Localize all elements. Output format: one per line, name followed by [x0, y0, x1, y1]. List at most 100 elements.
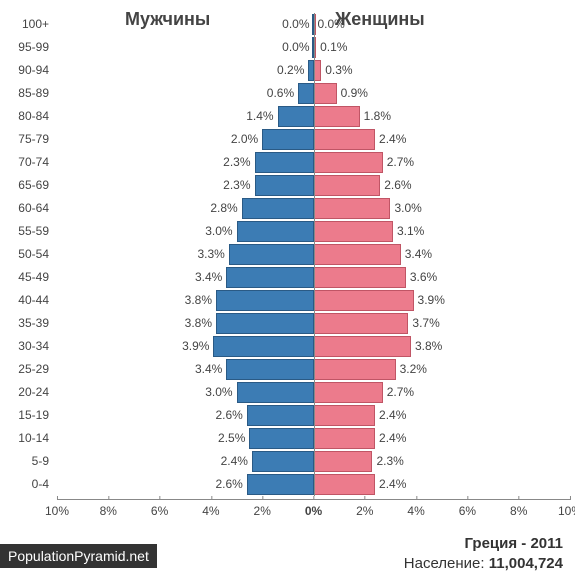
male-percent: 3.8%: [185, 312, 212, 335]
male-percent: 0.0%: [282, 13, 309, 36]
female-bar: [314, 313, 409, 334]
female-bar: [314, 221, 394, 242]
female-bar: [314, 428, 376, 449]
population-label: Население:: [404, 555, 485, 572]
female-percent: 3.8%: [415, 335, 442, 358]
female-percent: 1.8%: [364, 105, 391, 128]
male-percent: 0.2%: [277, 59, 304, 82]
bar-area: 3.4%3.6%: [57, 266, 570, 289]
male-bar: [278, 106, 314, 127]
pyramid-row: 15-19 2.6% 2.4%: [5, 404, 570, 427]
center-line: [314, 174, 315, 197]
female-percent: 3.0%: [394, 197, 421, 220]
female-bar: [314, 359, 396, 380]
female-percent: 0.0%: [318, 13, 345, 36]
bar-area: 2.3%2.6%: [57, 174, 570, 197]
male-bar: [247, 474, 314, 495]
bar-area: 2.0%2.4%: [57, 128, 570, 151]
female-percent: 0.1%: [320, 36, 347, 59]
female-percent: 3.2%: [400, 358, 427, 381]
bar-area: 3.0%3.1%: [57, 220, 570, 243]
center-line: [314, 427, 315, 450]
age-label: 45-49: [5, 266, 53, 289]
age-label: 60-64: [5, 197, 53, 220]
center-line: [314, 404, 315, 427]
pyramid-row: 100+0.0%0.0%: [5, 13, 570, 36]
male-bar: [226, 267, 313, 288]
x-tick: 0%: [305, 504, 322, 518]
male-bar: [249, 428, 313, 449]
age-label: 10-14: [5, 427, 53, 450]
female-percent: 2.6%: [384, 174, 411, 197]
age-label: 15-19: [5, 404, 53, 427]
center-line: [314, 473, 315, 496]
x-tick: 8%: [510, 504, 527, 518]
bar-area: 0.0%0.1%: [57, 36, 570, 59]
x-tick: 4%: [407, 504, 424, 518]
source-badge: PopulationPyramid.net: [0, 544, 157, 568]
age-label: 30-34: [5, 335, 53, 358]
age-label: 95-99: [5, 36, 53, 59]
pyramid-row: 85-890.6%0.9%: [5, 82, 570, 105]
female-bar: [314, 244, 401, 265]
female-bar: [314, 405, 376, 426]
female-bar: [314, 290, 414, 311]
female-bar: [314, 267, 406, 288]
center-line: [314, 381, 315, 404]
population-pyramid-chart: Мужчины Женщины 100+0.0%0.0%95-990.0%0.1…: [5, 5, 570, 545]
age-label: 40-44: [5, 289, 53, 312]
female-percent: 2.4%: [379, 404, 406, 427]
male-percent: 2.5%: [218, 427, 245, 450]
bar-area: 3.8%3.7%: [57, 312, 570, 335]
male-percent: 2.6%: [215, 404, 242, 427]
female-bar: [314, 474, 376, 495]
female-percent: 2.4%: [379, 427, 406, 450]
male-bar: [216, 313, 313, 334]
female-percent: 3.9%: [418, 289, 445, 312]
bar-area: 3.3%3.4%: [57, 243, 570, 266]
pyramid-row: 55-593.0%3.1%: [5, 220, 570, 243]
pyramid-row: 35-393.8%3.7%: [5, 312, 570, 335]
population-line: Население: 11,004,724: [404, 554, 563, 574]
x-axis: 10%8%6%4%2%0%2%4%6%8%10%: [57, 499, 570, 519]
bar-area: 3.8%3.9%: [57, 289, 570, 312]
male-bar: [255, 152, 314, 173]
x-tick: 10%: [558, 504, 575, 518]
female-bar: [314, 152, 383, 173]
pyramid-row: 80-84 1.4% 1.8%: [5, 105, 570, 128]
x-tick: 6%: [151, 504, 168, 518]
x-tick-label: 4%: [202, 504, 219, 518]
pyramid-row: 65-692.3%2.6%: [5, 174, 570, 197]
male-percent: 3.4%: [195, 358, 222, 381]
age-label: 20-24: [5, 381, 53, 404]
male-bar: [262, 129, 313, 150]
age-label: 50-54: [5, 243, 53, 266]
male-percent: 2.4%: [221, 450, 248, 473]
age-label: 5-9: [5, 450, 53, 473]
male-percent: 1.4%: [246, 105, 273, 128]
male-percent: 2.3%: [223, 151, 250, 174]
age-label: 0-4: [5, 473, 53, 496]
female-bar: [314, 60, 322, 81]
pyramid-row: 75-792.0%2.4%: [5, 128, 570, 151]
x-tick-label: 2%: [254, 504, 271, 518]
age-label: 80-84: [5, 105, 53, 128]
bar-area: 2.6%2.4%: [57, 473, 570, 496]
bar-area: 3.0%2.7%: [57, 381, 570, 404]
female-bar: [314, 451, 373, 472]
female-bar: [314, 106, 360, 127]
center-line: [314, 13, 315, 36]
x-tick: 6%: [459, 504, 476, 518]
center-line: [314, 450, 315, 473]
male-percent: 2.0%: [231, 128, 258, 151]
bar-area: 2.4%2.3%: [57, 450, 570, 473]
footer-info: Греция - 2011 Население: 11,004,724: [404, 534, 563, 573]
age-label: 90-94: [5, 59, 53, 82]
female-percent: 0.3%: [325, 59, 352, 82]
male-percent: 3.0%: [205, 220, 232, 243]
female-percent: 2.7%: [387, 151, 414, 174]
female-bar: [314, 175, 381, 196]
x-tick-label: 6%: [151, 504, 168, 518]
center-line: [314, 151, 315, 174]
pyramid-row: 45-493.4%3.6%: [5, 266, 570, 289]
